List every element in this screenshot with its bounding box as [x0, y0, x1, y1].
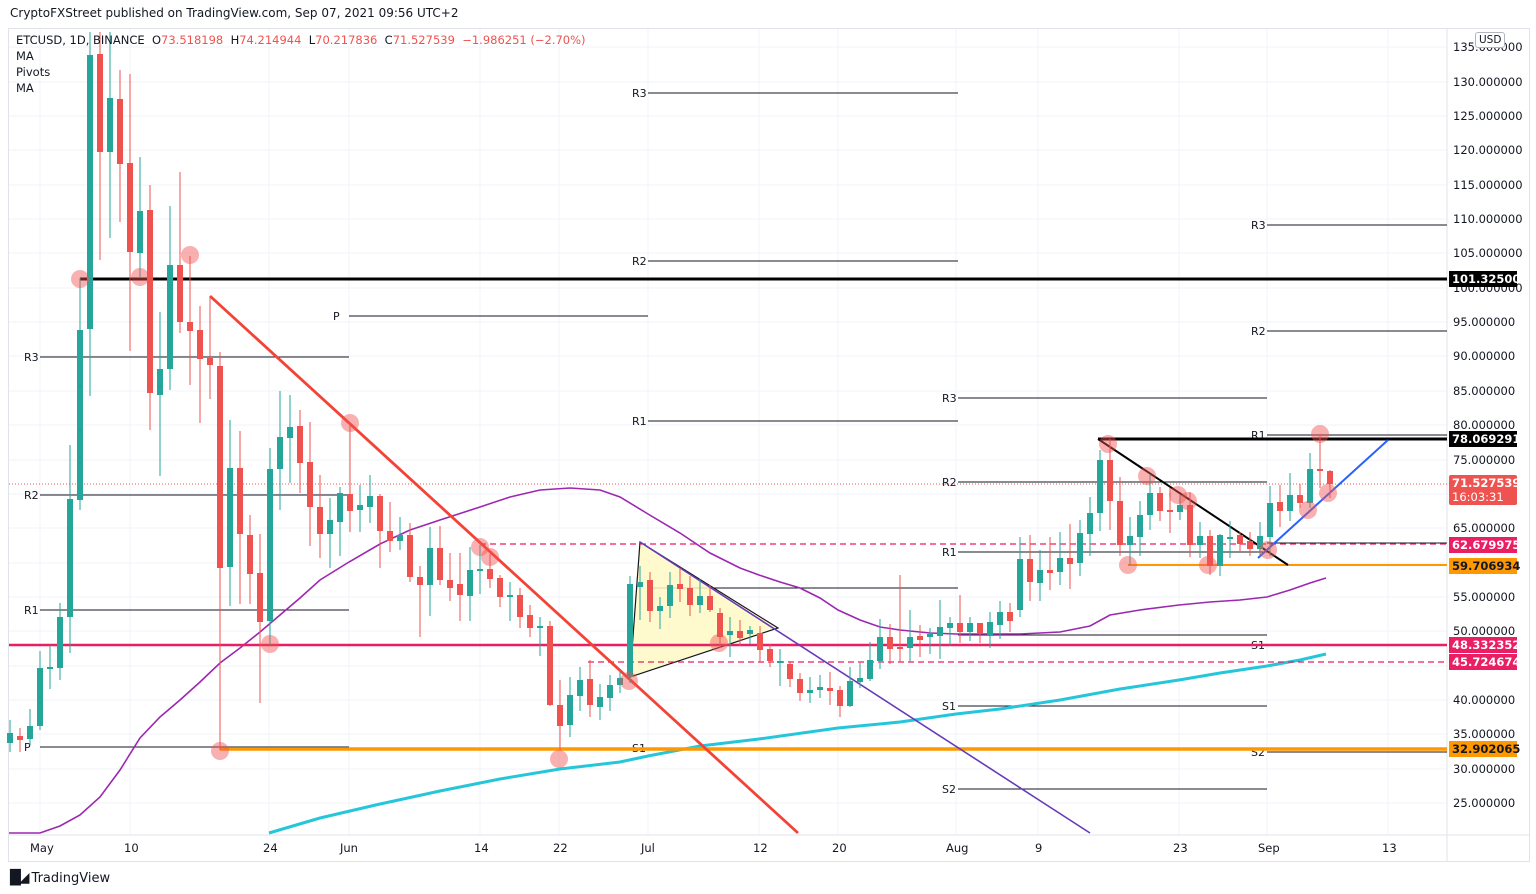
svg-text:R3: R3: [942, 392, 957, 405]
tradingview-logo[interactable]: █◢ TradingView: [10, 870, 110, 886]
svg-text:80.000000: 80.000000: [1453, 418, 1515, 432]
trendline-blue-ascending[interactable]: [1257, 439, 1389, 559]
svg-text:23: 23: [1173, 841, 1188, 855]
svg-text:R3: R3: [24, 351, 39, 364]
trendline-purple-descending[interactable]: [639, 541, 1091, 834]
svg-text:P: P: [24, 741, 31, 754]
symbol-label[interactable]: ETCUSD, 1D, BINANCE: [16, 33, 145, 47]
svg-text:25.000000: 25.000000: [1453, 796, 1515, 810]
svg-text:R1: R1: [632, 415, 647, 428]
candles: [7, 32, 1333, 752]
price-tag-32: 32.902065: [1449, 741, 1520, 757]
countdown-timer: 16:03:31: [1452, 490, 1504, 504]
ohlc-legend: ETCUSD, 1D, BINANCE O73.518198 H74.21494…: [16, 33, 586, 47]
time-axis[interactable]: May 10 24 Jun 14 22 Jul 12 20 Aug 9 23 S…: [30, 841, 1397, 855]
svg-text:24: 24: [263, 841, 278, 855]
currency-badge[interactable]: USD: [1475, 32, 1506, 48]
svg-text:30.000000: 30.000000: [1453, 762, 1515, 776]
svg-text:55.000000: 55.000000: [1453, 590, 1515, 604]
indicator-ma-2[interactable]: MA: [16, 81, 34, 95]
trendline-red-descending[interactable]: [209, 294, 799, 835]
svg-text:90.000000: 90.000000: [1453, 349, 1515, 363]
svg-text:13: 13: [1382, 841, 1397, 855]
indicator-pivots[interactable]: Pivots: [16, 65, 51, 79]
open-value: 73.518198: [161, 33, 224, 47]
svg-text:R2: R2: [942, 476, 957, 489]
low-value: 70.217836: [315, 33, 378, 47]
price-axis[interactable]: 135.000000 130.000000 125.000000 120.000…: [1453, 40, 1523, 810]
svg-text:R2: R2: [1251, 325, 1266, 338]
svg-text:85.000000: 85.000000: [1453, 384, 1515, 398]
svg-text:130.000000: 130.000000: [1453, 75, 1523, 89]
svg-text:95.000000: 95.000000: [1453, 315, 1515, 329]
indicator-ma-1[interactable]: MA: [16, 49, 34, 63]
close-value: 71.527539: [392, 33, 455, 47]
svg-text:R3: R3: [632, 87, 647, 100]
price-tag-62: 62.679975: [1449, 537, 1520, 553]
svg-text:35.000000: 35.000000: [1453, 727, 1515, 741]
svg-text:Aug: Aug: [946, 841, 968, 855]
svg-text:May: May: [30, 841, 54, 855]
publisher-line: CryptoFXStreet published on TradingView.…: [10, 6, 459, 20]
last-price-value: 71.527539: [1452, 476, 1521, 490]
ma-fast-line: [9, 487, 1327, 834]
svg-text:R1: R1: [942, 546, 957, 559]
price-tag-78: 78.069291: [1449, 431, 1520, 447]
svg-text:Jul: Jul: [640, 841, 655, 855]
svg-text:S1: S1: [942, 700, 956, 713]
svg-text:S2: S2: [942, 783, 956, 796]
svg-text:9: 9: [1035, 841, 1042, 855]
svg-text:65.000000: 65.000000: [1453, 521, 1515, 535]
pivot-lines: [40, 92, 1447, 790]
price-tag-48: 48.332352: [1449, 637, 1520, 653]
svg-text:50.000000: 50.000000: [1453, 624, 1515, 638]
svg-text:120.000000: 120.000000: [1453, 143, 1523, 157]
svg-text:10: 10: [124, 841, 139, 855]
tradingview-logo-icon: █◢: [10, 870, 29, 886]
price-tag-45: 45.724674: [1449, 654, 1520, 670]
svg-text:105.000000: 105.000000: [1453, 246, 1523, 260]
grid: [9, 29, 1447, 835]
svg-text:14: 14: [474, 841, 489, 855]
svg-text:R2: R2: [632, 255, 647, 268]
price-tag-101: 101.325009: [1449, 271, 1528, 287]
svg-text:P: P: [333, 310, 340, 323]
svg-text:115.000000: 115.000000: [1453, 178, 1523, 192]
touchpoint-markers: [71, 246, 1337, 768]
svg-text:R2: R2: [24, 489, 39, 502]
svg-text:20: 20: [832, 841, 847, 855]
svg-text:125.000000: 125.000000: [1453, 109, 1523, 123]
high-value: 74.214944: [239, 33, 302, 47]
svg-text:75.000000: 75.000000: [1453, 453, 1515, 467]
svg-text:R3: R3: [1251, 219, 1266, 232]
svg-text:12: 12: [753, 841, 768, 855]
svg-text:Sep: Sep: [1258, 841, 1280, 855]
svg-text:Jun: Jun: [339, 841, 358, 855]
svg-text:110.000000: 110.000000: [1453, 212, 1523, 226]
indicator-list: MA Pivots MA: [16, 48, 50, 96]
svg-text:R1: R1: [24, 604, 39, 617]
change-value: −1.986251 (−2.70%): [462, 33, 586, 47]
svg-text:40.000000: 40.000000: [1453, 693, 1515, 707]
chart-frame: [8, 28, 1530, 862]
ma-slow-line: [268, 652, 1327, 835]
pivot-labels: R3 R2 R1 P P R3 R2 R1 S1 R3 R2 R1 S1 S2 …: [24, 87, 1266, 796]
svg-text:22: 22: [553, 841, 568, 855]
last-price-tag: 71.527539 16:03:31: [1449, 475, 1521, 505]
trendline-black-descending[interactable]: [1097, 438, 1289, 566]
pennant-pattern[interactable]: [629, 540, 780, 678]
tradingview-brand: TradingView: [31, 870, 111, 886]
price-tag-59: 59.706934: [1449, 558, 1520, 574]
